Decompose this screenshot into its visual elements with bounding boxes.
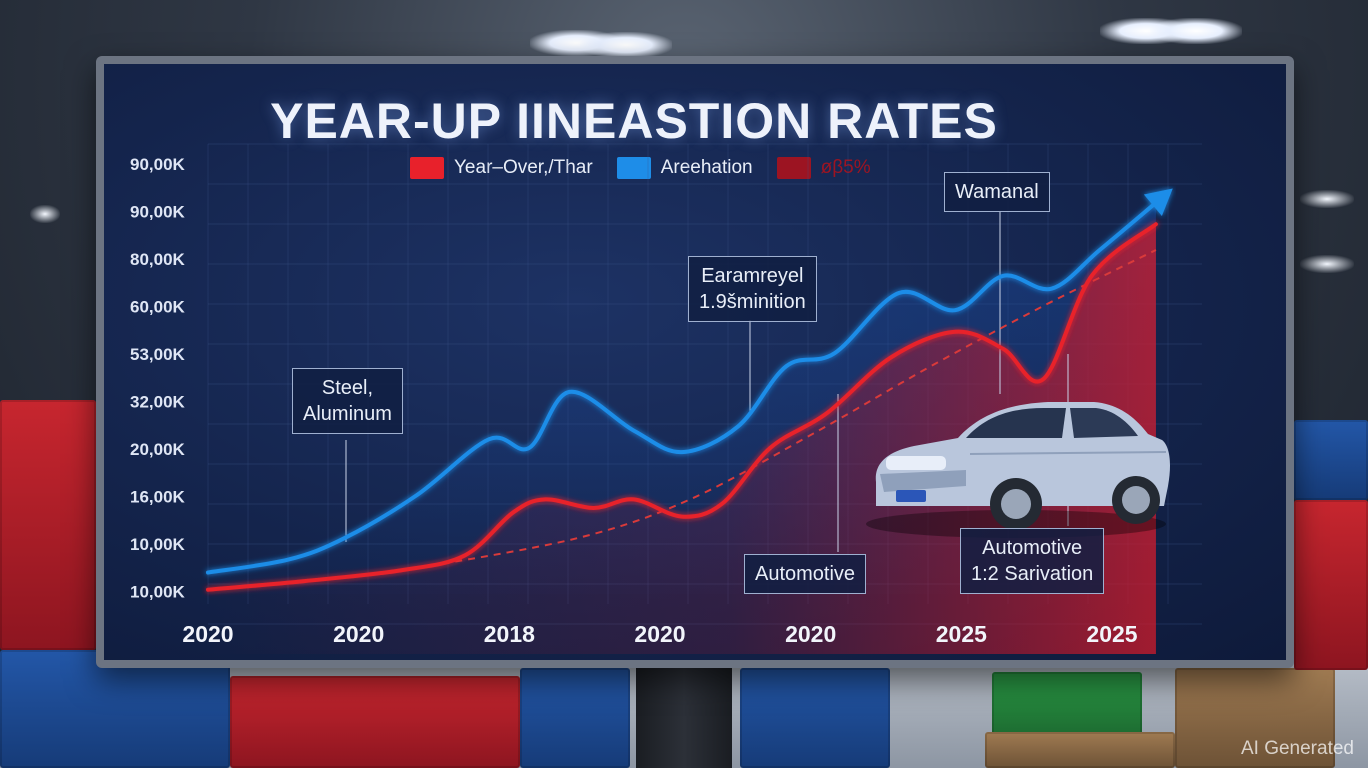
annotation-wamanal: Wamanal: [944, 172, 1050, 212]
x-tick-label: 2020: [785, 621, 836, 647]
y-tick-label: 80,00K: [130, 250, 186, 269]
x-tick-label: 2020: [182, 621, 233, 647]
ai-generated-watermark: AI Generated: [1240, 738, 1354, 759]
y-tick-label: 10,00K: [130, 535, 186, 554]
crate: [520, 668, 630, 768]
crate: [992, 672, 1142, 736]
line-layer: [206, 188, 1173, 592]
legend-label: Areehation: [660, 157, 753, 178]
x-tick-label: 2018: [484, 621, 535, 647]
pallet: [985, 732, 1175, 768]
y-tick-label: 53,00K: [130, 345, 186, 364]
y-tick-label: 90,00K: [130, 203, 186, 222]
pallet: [1175, 668, 1335, 768]
tick-layer: 90,00K 90,00K 80,00K 60,00K 53,00K 32,00K 20,0…: [130, 155, 1138, 647]
ceiling-light: [1300, 255, 1354, 273]
series-line-areehation: [206, 200, 1158, 575]
crate: [740, 668, 890, 768]
legend-swatch-blue: [616, 157, 651, 179]
chart-plot: 90,00K 90,00K 80,00K 60,00K 53,00K 32,00K 20,0…: [130, 143, 1202, 654]
chart-screen: YEAR-UP IINEASTION RATES Year–Over,/Thar…: [104, 64, 1286, 660]
x-tick-label: 2020: [333, 621, 384, 647]
chart-legend: Year–Over,/Thar Areehation øβ5%: [410, 154, 885, 182]
ceiling-light: [580, 32, 672, 58]
chart-title: YEAR-UP IINEASTION RATES: [270, 93, 998, 149]
crate: [1294, 420, 1368, 500]
series-line-year-over-thar: [206, 222, 1158, 592]
crate: [1294, 500, 1368, 670]
x-tick-label: 2025: [1086, 621, 1137, 647]
crate: [0, 650, 230, 768]
y-tick-label: 20,00K: [130, 440, 186, 459]
monitor-stand: [636, 668, 732, 768]
display-monitor: YEAR-UP IINEASTION RATES Year–Over,/Thar…: [96, 56, 1294, 668]
y-tick-label: 32,00K: [130, 393, 186, 412]
y-tick-label: 60,00K: [130, 298, 186, 317]
crate: [0, 400, 96, 650]
legend-label: øβ5%: [820, 157, 871, 178]
ceiling-light: [1150, 18, 1242, 44]
crate: [230, 676, 520, 768]
annotation-earamreyel: Earamreyel 1.9šminition: [688, 256, 817, 322]
legend-swatch-red: [410, 157, 444, 179]
trend-arrow-icon: [1143, 188, 1173, 216]
annotation-automotive-sarivation: Automotive 1:2 Sarivation: [960, 528, 1105, 594]
y-tick-label: 90,00K: [130, 155, 186, 174]
x-tick-label: 2020: [634, 621, 685, 647]
legend-label: Year–Over,/Thar: [454, 157, 593, 178]
y-tick-label: 16,00K: [130, 488, 186, 507]
y-tick-label: 10,00K: [130, 583, 186, 602]
legend-swatch-dark-red: [776, 157, 811, 179]
annotation-automotive: Automotive: [744, 554, 867, 594]
annotation-steel-aluminum: Steel, Aluminum: [292, 368, 403, 434]
series-area-red: [208, 224, 1156, 654]
ceiling-light: [1300, 190, 1354, 208]
x-tick-label: 2025: [936, 621, 987, 647]
ceiling-light: [30, 205, 60, 223]
